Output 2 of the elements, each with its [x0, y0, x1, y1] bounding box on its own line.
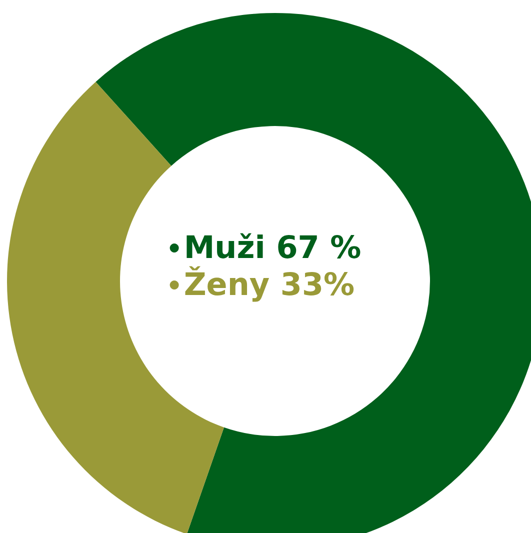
legend-label: Ženy 33%	[184, 266, 355, 303]
legend-label: Muži 67 %	[184, 230, 362, 266]
